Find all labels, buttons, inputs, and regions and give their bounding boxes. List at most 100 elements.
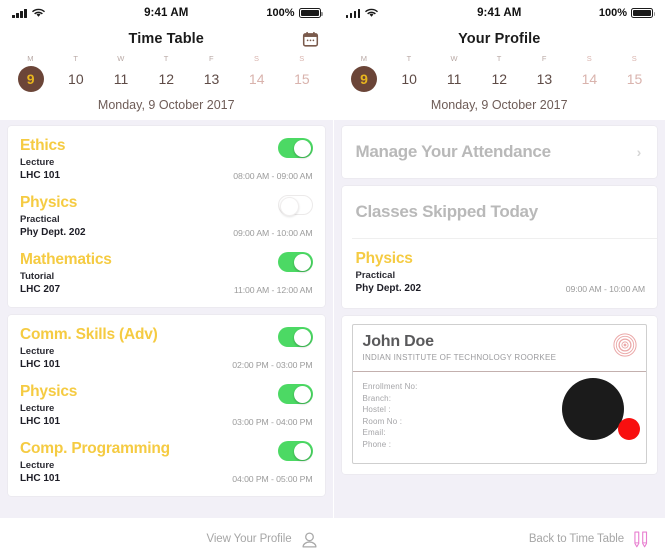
class-type: Lecture — [20, 346, 55, 357]
battery-full-icon — [298, 8, 323, 18]
week-day-num: 9 — [351, 66, 378, 92]
status-bar-right: 100% — [598, 7, 655, 19]
profile-screen: 9:41 AM 100% Your Profile M 9 T 10 W 11 — [332, 0, 665, 560]
navigation-bar: Time Table — [0, 26, 333, 52]
week-day-dow: F — [208, 54, 214, 63]
week-day-num: 15 — [626, 71, 643, 87]
status-bar-time: 9:41 AM — [144, 7, 189, 19]
week-day-0[interactable]: M 9 — [8, 54, 53, 92]
week-day-num: 10 — [401, 71, 417, 87]
attendance-toggle[interactable] — [277, 384, 313, 404]
week-day-1[interactable]: T 10 — [387, 54, 432, 92]
timetable-list: Ethics Lecture LHC 101 08:00 AM - 09:00 … — [0, 120, 333, 518]
week-strip: M 9 T 10 W 11 T 12 F 13 S 14 — [0, 52, 333, 92]
manage-attendance-card[interactable]: Manage Your Attendance › — [341, 126, 658, 178]
status-bar-time: 9:41 AM — [477, 7, 522, 19]
attendance-toggle[interactable] — [277, 327, 313, 347]
class-row[interactable]: Physics Practical Phy Dept. 202 09:00 AM… — [20, 193, 313, 250]
attendance-toggle[interactable] — [277, 252, 313, 272]
class-row[interactable]: Comm. Skills (Adv) Lecture LHC 101 02:00… — [20, 325, 313, 382]
status-bar-left — [345, 8, 378, 18]
week-day-3[interactable]: T 12 — [477, 54, 522, 92]
week-day-dow: M — [27, 54, 34, 63]
divider — [351, 238, 657, 239]
class-time: 02:00 PM - 03:00 PM — [232, 360, 313, 370]
id-field-room: Room No : — [362, 416, 403, 426]
id-field-hostel: Hostel : — [362, 405, 391, 415]
week-day-4[interactable]: F 13 — [522, 54, 567, 92]
week-day-dow: T — [406, 54, 412, 63]
id-field-branch: Branch: — [362, 393, 392, 403]
id-card-header: John Doe INDIAN INSTITUTE OF TECHNOLOGY … — [353, 325, 647, 371]
manage-attendance-label: Manage Your Attendance — [355, 142, 552, 161]
week-day-5[interactable]: S 14 — [234, 54, 279, 92]
view-profile-label: View Your Profile — [206, 533, 292, 545]
attendance-toggle[interactable] — [277, 195, 313, 216]
week-day-dow: S — [299, 54, 305, 63]
week-day-num: 9 — [17, 66, 44, 92]
back-to-timetable-label: Back to Time Table — [528, 533, 624, 545]
wifi-icon — [31, 8, 45, 18]
week-day-num: 14 — [248, 71, 265, 87]
class-row[interactable]: Mathematics Tutorial LHC 207 11:00 AM - … — [20, 250, 313, 299]
class-time: 09:00 AM - 10:00 AM — [565, 284, 645, 294]
id-field-email: Email: — [362, 428, 386, 438]
class-type: Lecture — [20, 157, 55, 168]
redaction-dot — [618, 418, 640, 440]
class-row[interactable]: Physics Lecture LHC 101 03:00 PM - 04:00… — [20, 382, 313, 439]
attendance-toggle[interactable] — [277, 441, 313, 461]
week-day-num: 12 — [158, 71, 175, 87]
week-day-dow: W — [450, 54, 458, 63]
class-room: LHC 207 — [20, 284, 61, 295]
week-day-2[interactable]: W 11 — [98, 54, 143, 92]
class-row[interactable]: Ethics Lecture LHC 101 08:00 AM - 09:00 … — [20, 136, 313, 193]
class-room: Phy Dept. 202 — [355, 283, 422, 294]
week-day-3[interactable]: T 12 — [144, 54, 189, 92]
class-time: 04:00 PM - 05:00 PM — [232, 474, 313, 484]
week-day-num: 11 — [113, 71, 129, 87]
week-day-num: 10 — [68, 71, 84, 87]
week-strip: M 9 T 10 W 11 T 12 F 13 S 14 — [334, 52, 665, 92]
week-day-1[interactable]: T 10 — [53, 54, 98, 92]
battery-full-icon — [631, 8, 655, 18]
week-day-6[interactable]: S 15 — [612, 54, 657, 92]
id-card-body: Enrollment No: Branch: Hostel : Room No … — [353, 372, 647, 463]
classes-skipped-heading: Classes Skipped Today — [355, 202, 539, 221]
timetable-card-morning: Ethics Lecture LHC 101 08:00 AM - 09:00 … — [8, 126, 325, 307]
week-day-num: 13 — [203, 71, 220, 87]
class-row[interactable]: Comp. Programming Lecture LHC 101 04:00 … — [20, 439, 313, 488]
battery-percent-label: 100% — [266, 7, 295, 19]
calendar-icon[interactable] — [302, 31, 319, 48]
class-name: Physics — [20, 194, 78, 211]
signal-bars-icon — [345, 9, 360, 18]
class-type: Lecture — [20, 460, 55, 471]
profile-footer[interactable]: Back to Time Table — [333, 518, 665, 560]
id-card-rule — [352, 371, 646, 372]
chevron-right-icon: › — [636, 144, 642, 160]
status-bar-left — [12, 8, 45, 18]
timetable-footer[interactable]: View Your Profile — [0, 518, 333, 560]
class-type: Lecture — [20, 403, 55, 414]
class-name: Ethics — [20, 137, 66, 154]
selected-date-label: Monday, 9 October 2017 — [430, 98, 568, 112]
class-room: LHC 101 — [20, 473, 61, 484]
week-day-0[interactable]: M 9 — [342, 54, 387, 92]
week-day-6[interactable]: S 15 — [279, 54, 324, 92]
profile-person-icon[interactable] — [300, 530, 319, 549]
week-day-2[interactable]: W 11 — [432, 54, 477, 92]
class-time: 09:00 AM - 10:00 AM — [233, 228, 313, 238]
manage-attendance-row[interactable]: Manage Your Attendance › — [342, 126, 658, 178]
week-day-4[interactable]: F 13 — [189, 54, 234, 92]
week-day-dow: S — [631, 54, 638, 63]
classes-skipped-card: Classes Skipped Today Physics Practical … — [341, 186, 657, 308]
week-day-5[interactable]: S 14 — [567, 54, 612, 92]
id-card-fields: Enrollment No: Branch: Hostel : Room No … — [363, 381, 637, 451]
attendance-toggle[interactable] — [277, 138, 313, 158]
id-field-enrollment: Enrollment No: — [362, 382, 418, 391]
class-time: 08:00 AM - 09:00 AM — [233, 171, 313, 181]
week-day-dow: T — [73, 54, 79, 63]
battery-percent-label: 100% — [598, 7, 627, 19]
institute-name: INDIAN INSTITUTE OF TECHNOLOGY ROORKEE — [362, 353, 557, 362]
pencils-icon[interactable] — [632, 530, 651, 549]
status-bar: 9:41 AM 100% — [0, 0, 333, 26]
